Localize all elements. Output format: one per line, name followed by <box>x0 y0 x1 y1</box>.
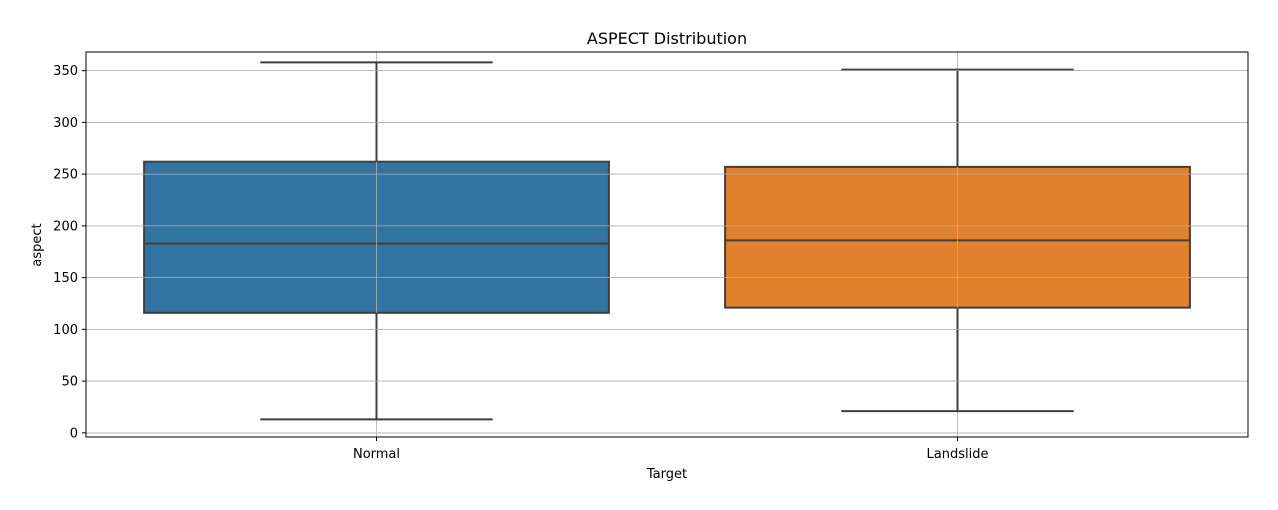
plot-frame <box>85 51 1249 438</box>
tick-layer: 0 50 100 150 200 250 300 350 Normal Landslide <box>53 64 988 462</box>
y-tick-label: 300 <box>53 116 78 131</box>
box-layer <box>86 61 1248 434</box>
y-tick-label: 250 <box>53 168 78 183</box>
y-tick-label: 200 <box>53 219 78 234</box>
y-tick-label: 50 <box>61 375 78 390</box>
y-axis-label: aspect <box>30 223 45 266</box>
chart-title: ASPECT Distribution <box>587 29 747 48</box>
x-tick-label-landslide: Landslide <box>927 447 989 462</box>
box-landslide <box>724 68 1191 413</box>
y-tick-label: 100 <box>53 323 78 338</box>
y-tick-label: 0 <box>70 426 78 441</box>
y-tick-label: 150 <box>53 271 78 286</box>
box-normal <box>143 61 610 421</box>
x-tick-label-normal: Normal <box>353 447 400 462</box>
x-axis-label: Target <box>646 467 687 482</box>
y-tick-label: 350 <box>53 64 78 79</box>
